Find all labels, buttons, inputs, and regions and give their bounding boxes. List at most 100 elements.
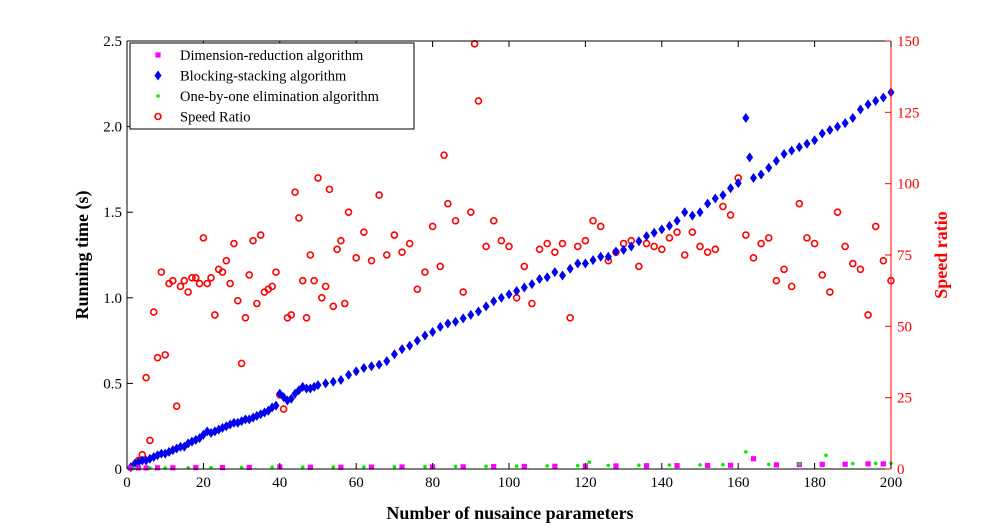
x-tick-label: 60 [349,475,364,491]
series-3-point [673,228,681,236]
x-tick-label: 40 [272,475,287,491]
series-2-point [637,463,641,468]
left-y-axis-title: Running time (s) [72,190,93,319]
series-1-point [157,448,165,459]
series-3-point [795,199,804,208]
series-1-point [360,362,368,373]
series-3-point [841,242,849,251]
series-3-point [153,353,162,362]
series-1-point [604,251,612,262]
right-y-tick-label: 25 [897,391,912,407]
series-3-point [337,236,345,245]
series-1-point [383,356,391,367]
data-layer [127,40,895,473]
series-1-point [673,215,681,226]
series-3-point [302,313,311,322]
series-2-point [851,461,855,466]
series-3-point [451,216,460,225]
series-3-point [321,282,330,291]
series-1-point [788,145,796,156]
series-3-point [497,236,506,245]
series-1-point [872,95,880,106]
series-3-point [719,202,727,211]
series-3-point [325,185,334,194]
series-1-point [176,441,184,452]
series-1-point [749,172,757,183]
series-1-point [849,113,857,124]
x-tick-label: 200 [880,475,903,491]
series-0-point [170,465,176,471]
series-0-point [338,464,344,470]
series-2-point [575,463,580,468]
x-tick-label: 20 [196,475,211,491]
series-1-point [826,125,834,136]
series-3-point [573,242,582,251]
series-3-point [241,313,250,322]
series-3-point [833,208,842,216]
series-1-point [711,193,719,204]
series-0-point [865,461,871,467]
series-1-point [429,327,437,338]
series-3-point [459,288,467,296]
series-3-point [398,248,406,256]
series-1-point [505,289,513,300]
series-1-point [459,313,467,324]
series-3-point [230,239,238,248]
series-3-point [367,256,376,265]
series-3-point [436,262,445,271]
series-1-point [581,258,589,269]
series-1-point [520,282,528,293]
series-3-point [810,239,819,248]
series-3-point [444,199,452,208]
series-1-point [574,258,582,269]
series-2-point [300,465,305,469]
legend-label-3: Speed Ratio [180,110,250,126]
series-1-point [704,198,712,209]
series-3-point [848,259,857,268]
left-y-tick-label: 2.0 [103,120,122,136]
series-1-point [589,255,597,266]
x-tick-label: 0 [123,475,131,491]
series-1-point [322,378,330,389]
right-y-tick-label: 50 [897,319,912,335]
series-3-point [482,242,490,251]
series-3-point [318,293,326,302]
series-1-point [482,301,490,312]
series-1-point [856,104,864,115]
right-y-tick-label: 100 [897,177,920,193]
series-1-point [620,244,628,255]
series-3-point [688,228,697,236]
series-1-point [436,321,444,332]
series-1-point [879,92,887,103]
series-3-point [818,271,827,279]
series-1-point [650,227,658,238]
series-0-point [154,465,161,471]
series-3-point [157,268,166,276]
series-1-point [612,246,620,257]
series-3-point [413,285,422,294]
series-1-point [329,376,337,387]
series-3-point [169,276,177,285]
series-3-point [856,265,865,274]
series-1-point [772,155,780,166]
legend-label-1: Blocking-stacking algorithm [180,69,347,85]
right-y-tick-label: 150 [897,34,920,50]
series-3-point [505,242,513,251]
legend-marker-0 [155,52,161,58]
series-2-point [797,462,802,466]
series-1-point [444,318,452,329]
series-3-point [543,239,552,248]
series-2-point [453,464,458,469]
series-3-point [310,276,318,285]
series-1-point [367,361,375,372]
series-3-point [879,256,888,265]
series-3-point [272,268,280,276]
series-0-point [219,465,226,471]
series-3-point [711,245,720,254]
series-3-point [657,245,666,254]
series-0-point [128,465,134,471]
x-axis-title: Number of nusaince parameters [386,503,633,523]
series-0-point [880,461,886,467]
series-3-point [466,208,475,216]
series-3-point [596,222,605,231]
